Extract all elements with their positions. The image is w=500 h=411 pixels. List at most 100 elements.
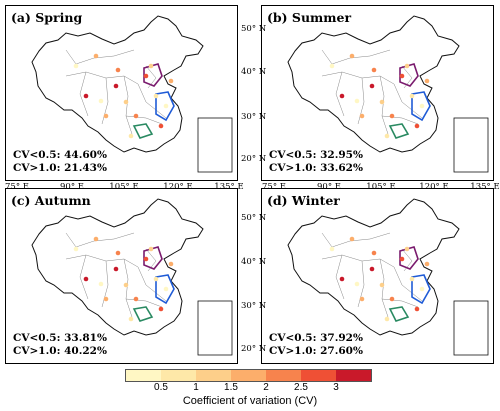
colorbar-label: 1 xyxy=(193,382,199,393)
lat-tick: 20° N xyxy=(241,154,267,164)
station-dot xyxy=(419,286,425,292)
lon-tick: 90° E xyxy=(60,182,84,192)
lat-tick: 30° N xyxy=(241,301,267,311)
region-boundary xyxy=(132,306,154,322)
station-dot xyxy=(329,63,335,69)
panel-winter: (d) Winter CV<0.5: 37.92% CV>1.0: 27.60% xyxy=(261,188,494,364)
province-border xyxy=(335,71,345,117)
lon-tick: 90° E xyxy=(317,182,341,192)
province-border xyxy=(321,254,395,268)
cv-high-stat: CV>1.0: 40.22% xyxy=(13,345,107,357)
panel-autumn: (c) Autumn CV<0.5: 33.81% CV>1.0: 40.22% xyxy=(5,188,238,364)
station-dot xyxy=(163,286,169,292)
station-dot xyxy=(419,103,425,109)
station-dot xyxy=(354,281,360,287)
station-dot xyxy=(369,266,375,272)
lat-tick: 30° N xyxy=(241,112,267,122)
cv-low-stat: CV<0.5: 44.60% xyxy=(13,149,107,161)
lon-tick: 120° E xyxy=(419,182,449,192)
station-dot xyxy=(354,98,360,104)
station-dot xyxy=(371,250,377,256)
station-dot xyxy=(73,246,79,252)
colorbar-swatch xyxy=(266,370,301,381)
province-border xyxy=(393,266,423,302)
region-boundary xyxy=(143,63,163,87)
station-dot xyxy=(399,256,405,262)
station-dot xyxy=(389,296,395,302)
lat-tick: 50° N xyxy=(241,24,267,34)
map-spring xyxy=(31,15,233,173)
station-dot xyxy=(143,256,149,262)
cv-low-stat: CV<0.5: 37.92% xyxy=(269,332,363,344)
province-border xyxy=(125,298,163,308)
station-dot xyxy=(414,306,420,312)
station-dot xyxy=(153,93,159,99)
colorbar-label: 2.5 xyxy=(294,382,308,393)
station-dot xyxy=(399,73,405,79)
region-boundary xyxy=(132,123,154,139)
province-border xyxy=(125,115,163,125)
station-dot xyxy=(83,276,89,282)
south-china-sea-inset xyxy=(453,117,489,173)
station-dot xyxy=(349,236,355,242)
station-dot xyxy=(158,123,164,129)
station-dot xyxy=(93,53,99,59)
colorbar-swatch xyxy=(196,370,231,381)
panel-title: (b) Summer xyxy=(267,10,352,25)
cv-colorbar: 0.5 1 1.5 2 2.5 3 Coefficient of variati… xyxy=(125,369,375,407)
region-boundary xyxy=(411,91,431,122)
station-dot xyxy=(128,316,134,322)
colorbar-label: 3 xyxy=(333,382,339,393)
station-dot xyxy=(115,67,121,73)
province-border xyxy=(321,49,391,65)
south-china-sea-inset xyxy=(197,300,233,356)
station-dot xyxy=(379,282,385,288)
station-dot xyxy=(153,276,159,282)
lon-tick: 75° E xyxy=(262,182,286,192)
province-border xyxy=(65,49,135,65)
region-boundary xyxy=(399,246,419,270)
station-dot xyxy=(83,93,89,99)
station-dot xyxy=(158,306,164,312)
station-dot xyxy=(93,236,99,242)
station-dot xyxy=(409,93,415,99)
lat-tick: 20° N xyxy=(241,344,267,354)
province-border xyxy=(123,258,133,318)
cv-stats: CV<0.5: 32.95% CV>1.0: 33.62% xyxy=(269,149,363,175)
province-border xyxy=(321,232,391,248)
station-dot xyxy=(349,53,355,59)
province-border xyxy=(379,75,389,135)
panel-title: (c) Autumn xyxy=(11,193,91,208)
station-dot xyxy=(148,246,154,252)
colorbar-swatches xyxy=(125,369,372,382)
province-border xyxy=(381,115,419,125)
colorbar-swatch xyxy=(301,370,336,381)
south-china-sea-inset xyxy=(197,117,233,173)
province-border xyxy=(393,83,423,119)
station-dot xyxy=(123,99,129,105)
region-boundary xyxy=(155,274,175,305)
china-outline xyxy=(31,198,204,336)
cv-low-stat: CV<0.5: 33.81% xyxy=(13,332,107,344)
map-autumn xyxy=(31,198,233,356)
station-dot xyxy=(379,99,385,105)
region-boundary xyxy=(155,91,175,122)
station-dot xyxy=(98,281,104,287)
colorbar-title: Coefficient of variation (CV) xyxy=(182,395,318,407)
region-boundary xyxy=(388,123,410,139)
station-dot xyxy=(123,282,129,288)
province-border xyxy=(379,258,389,318)
station-dot xyxy=(115,250,121,256)
lat-tick: 50° N xyxy=(241,213,267,223)
station-dot xyxy=(133,296,139,302)
province-border xyxy=(123,75,133,135)
china-outline xyxy=(287,15,460,153)
region-boundary xyxy=(143,246,163,270)
panel-title: (d) Winter xyxy=(267,193,340,208)
colorbar-swatch xyxy=(336,370,371,381)
station-dot xyxy=(359,296,365,302)
region-boundary xyxy=(388,306,410,322)
lon-tick: 75° E xyxy=(5,182,29,192)
cv-stats: CV<0.5: 33.81% CV>1.0: 40.22% xyxy=(13,332,107,358)
station-dot xyxy=(369,83,375,89)
